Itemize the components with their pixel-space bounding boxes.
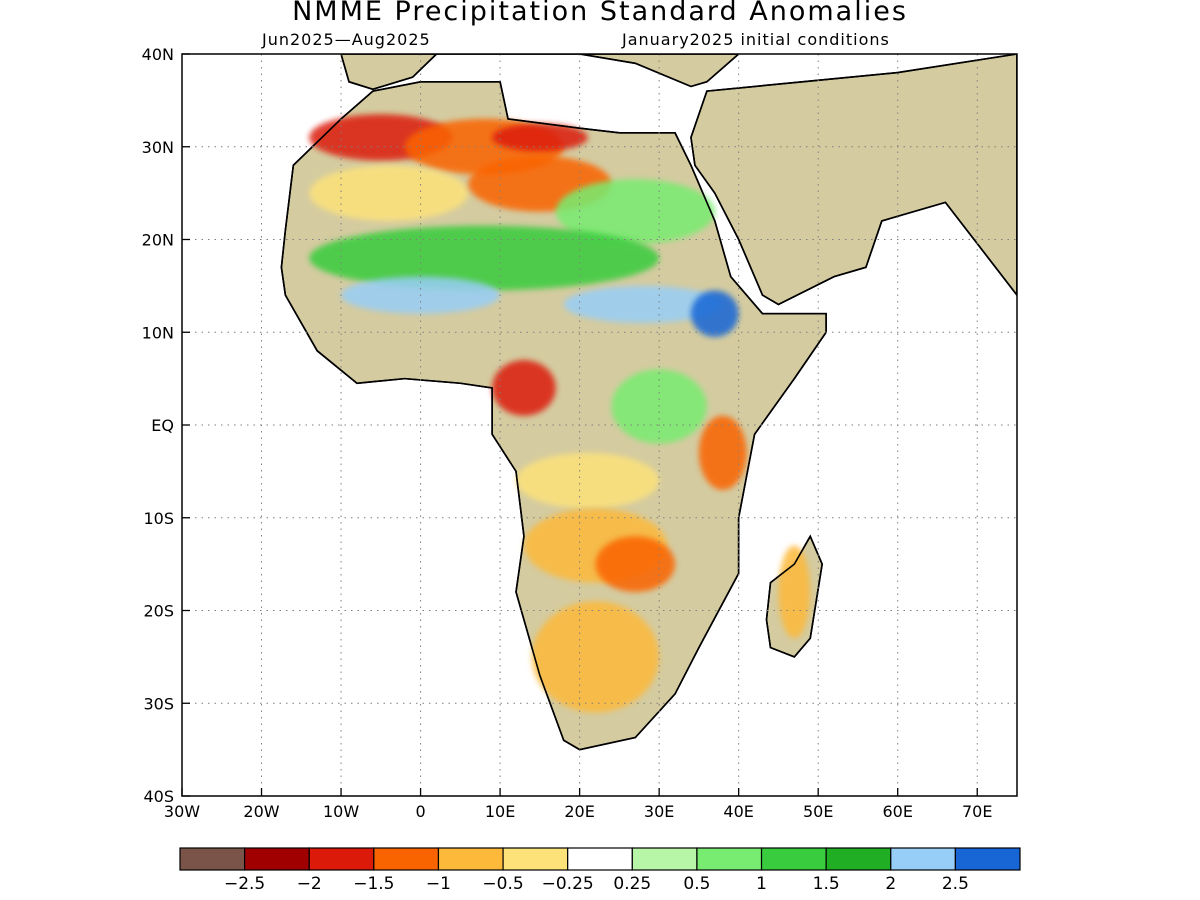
colorbar-swatch — [760, 847, 827, 871]
africa-coastline — [280, 81, 827, 751]
anomaly-region — [492, 360, 556, 416]
anomaly-region — [690, 290, 739, 337]
colorbar-label: −0.5 — [482, 874, 523, 894]
colorbar-swatch — [631, 847, 698, 871]
anomaly-region — [492, 123, 588, 152]
initial-conditions-label: January2025 initial conditions — [622, 30, 890, 49]
colorbar-swatch — [437, 847, 504, 871]
colorbar-label: −2 — [297, 874, 322, 894]
x-tick-label: 70E — [962, 802, 992, 821]
colorbar-swatch — [567, 847, 633, 871]
colorbar-swatch — [373, 847, 440, 871]
colorbar-label: −1 — [426, 874, 451, 894]
anomaly-region — [531, 601, 660, 713]
y-tick-label: 30S — [143, 694, 174, 713]
colorbar-label: 0.5 — [683, 874, 710, 894]
y-tick-label: 20N — [142, 231, 174, 250]
x-tick-label: 20W — [243, 802, 279, 821]
y-tick-label: 30N — [142, 138, 174, 157]
colorbar-label: 2.5 — [942, 874, 969, 894]
anomaly-region — [516, 452, 660, 509]
colorbar-swatch — [308, 847, 375, 871]
x-tick-label: 40E — [723, 802, 753, 821]
colorbar-label: 0.25 — [613, 874, 651, 894]
y-tick-label: 20S — [143, 602, 174, 621]
anomaly-region — [555, 179, 715, 245]
y-tick-label: 10N — [142, 323, 174, 342]
y-tick-label: 40N — [142, 45, 174, 64]
x-tick-label: 30W — [164, 802, 200, 821]
arabia-coastline — [690, 54, 1017, 306]
europe-landmass — [340, 54, 740, 91]
x-tick-label: 30E — [644, 802, 674, 821]
arabia-landmass — [690, 54, 1017, 306]
x-tick-label: 20E — [564, 802, 594, 821]
colorbar-label: −0.25 — [542, 874, 594, 894]
x-tick-label: 0 — [415, 802, 425, 821]
forecast-period: Jun2025—Aug2025 — [262, 30, 431, 49]
x-tick-label: 10E — [485, 802, 515, 821]
map-layer — [280, 54, 1017, 751]
y-tick-label: EQ — [151, 416, 174, 435]
anomaly-region — [698, 415, 747, 490]
madagascar-coastline — [765, 534, 823, 658]
colorbar-label: −2.5 — [224, 874, 265, 894]
colorbar-swatch — [954, 847, 1021, 871]
x-tick-label: 60E — [882, 802, 912, 821]
anomaly-region — [309, 225, 660, 291]
colorbar-swatch — [696, 847, 763, 871]
anomaly-region — [309, 165, 469, 221]
colorbar-label: −1.5 — [353, 874, 394, 894]
colorbar: −2.5 −2 −1.5 −1 −0.5 −0.25 0.25 0.5 1 1.5 2 2.5 — [179, 847, 1021, 894]
colorbar-swatch — [825, 847, 892, 871]
anomaly-region — [778, 545, 811, 639]
colorbar-label: 1.5 — [813, 874, 840, 894]
colorbar-label: 1 — [756, 874, 767, 894]
x-tick-label: 10W — [323, 802, 359, 821]
europe-coastline — [340, 54, 740, 91]
colorbar-swatch — [179, 847, 246, 871]
colorbar-swatch — [244, 847, 310, 871]
map-title: NMME Precipitation Standard Anomalies — [292, 0, 908, 27]
anomaly-region — [595, 536, 676, 592]
colorbar-label: 2 — [885, 874, 896, 894]
colorbar-swatch — [502, 847, 569, 871]
y-tick-label: 10S — [143, 509, 174, 528]
y-tick-label: 40S — [143, 787, 174, 806]
anomaly-region — [563, 285, 723, 323]
colorbar-swatch — [890, 847, 956, 871]
x-tick-label: 50E — [803, 802, 833, 821]
